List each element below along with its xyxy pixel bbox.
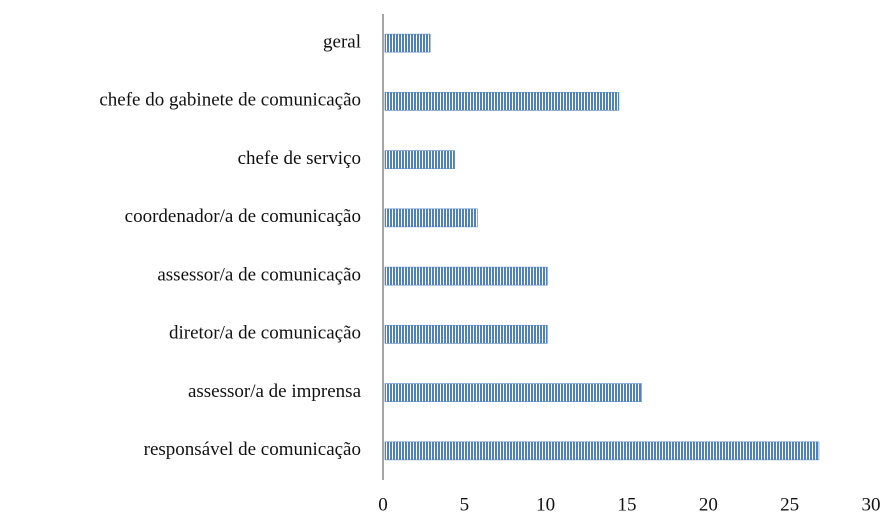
bar [384, 266, 548, 286]
y-tick-label: diretor/a de comunicação [169, 323, 361, 344]
y-tick-label: chefe de serviço [238, 148, 361, 169]
x-tick-label: 0 [378, 494, 388, 515]
y-tick-label: geral [323, 31, 361, 52]
bar [384, 92, 620, 111]
y-tick-label: coordenador/a de comunicação [125, 206, 361, 227]
x-tick-label: 20 [699, 494, 718, 515]
x-tick-label: 25 [780, 494, 799, 515]
bar [384, 325, 548, 344]
bar [384, 33, 431, 53]
bar [384, 383, 642, 402]
y-tick-label: assessor/a de imprensa [188, 381, 362, 402]
y-tick-label: assessor/a de comunicação [157, 264, 361, 285]
x-tick-label: 5 [460, 494, 470, 515]
bar [384, 150, 455, 169]
x-tick-label: 30 [862, 494, 881, 515]
bar [384, 441, 820, 461]
x-tick-label: 15 [618, 494, 637, 515]
y-tick-label: responsável de comunicação [144, 439, 361, 460]
bar [384, 208, 478, 228]
y-tick-label: chefe do gabinete de comunicação [99, 90, 361, 111]
x-tick-label: 10 [536, 494, 555, 515]
